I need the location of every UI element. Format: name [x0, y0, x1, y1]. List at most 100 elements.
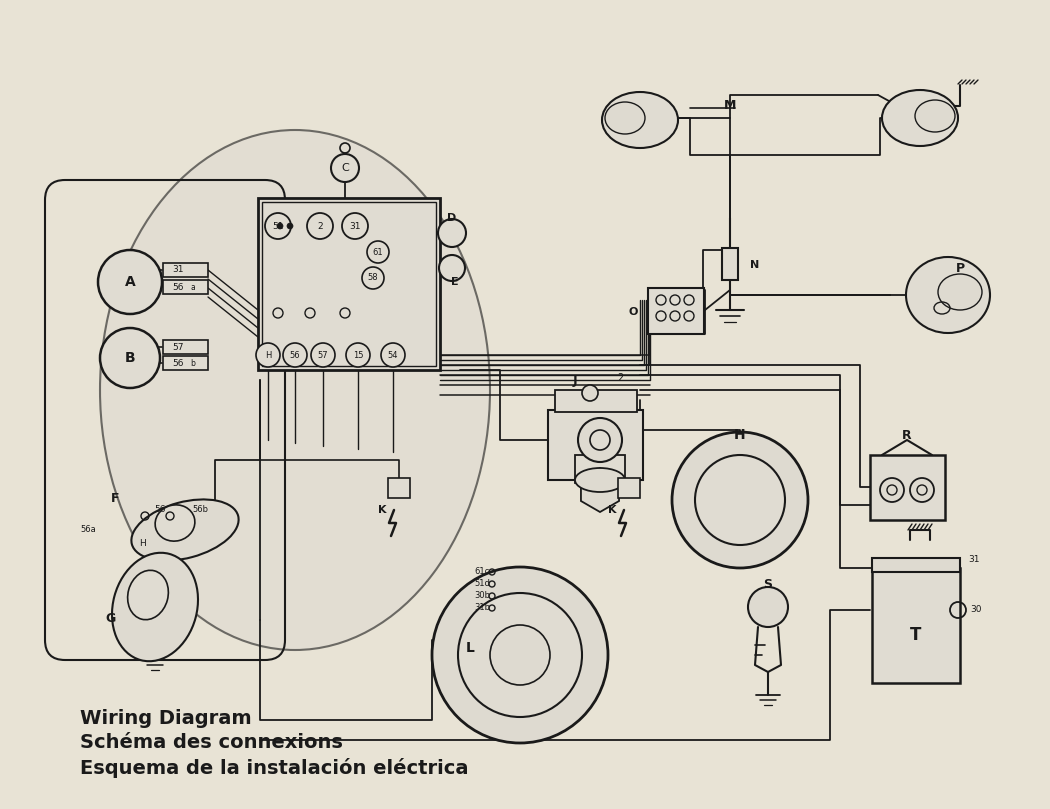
- Text: 56: 56: [172, 358, 184, 367]
- Circle shape: [439, 255, 465, 281]
- Bar: [575, 455, 625, 483]
- Circle shape: [368, 241, 388, 263]
- Ellipse shape: [605, 102, 645, 134]
- Bar: [258, 198, 440, 370]
- Ellipse shape: [882, 90, 958, 146]
- Ellipse shape: [906, 257, 990, 333]
- Text: 30b: 30b: [474, 591, 490, 600]
- Ellipse shape: [602, 92, 678, 148]
- Text: 56: 56: [154, 506, 166, 515]
- Text: 54: 54: [387, 350, 398, 359]
- Ellipse shape: [100, 130, 490, 650]
- Text: 56: 56: [290, 350, 300, 359]
- Text: 31: 31: [968, 556, 980, 565]
- Bar: [548, 410, 643, 480]
- Ellipse shape: [128, 570, 168, 620]
- Circle shape: [458, 593, 582, 717]
- Text: 31: 31: [350, 222, 361, 231]
- Text: A: A: [125, 275, 135, 289]
- Text: 2: 2: [617, 373, 623, 383]
- Text: 61c: 61c: [475, 567, 490, 577]
- Circle shape: [287, 223, 293, 229]
- Circle shape: [307, 213, 333, 239]
- Circle shape: [277, 223, 284, 229]
- Circle shape: [311, 343, 335, 367]
- Circle shape: [880, 478, 904, 502]
- Text: 56: 56: [172, 282, 184, 291]
- Ellipse shape: [938, 274, 982, 310]
- Text: 57: 57: [172, 342, 184, 351]
- Text: K: K: [608, 505, 616, 515]
- Text: Esquema de la instalación eléctrica: Esquema de la instalación eléctrica: [80, 758, 468, 778]
- Text: H: H: [140, 539, 146, 548]
- Text: P: P: [956, 261, 965, 274]
- Ellipse shape: [155, 505, 195, 541]
- Bar: [870, 455, 945, 520]
- Text: 56b: 56b: [192, 506, 208, 515]
- Text: C: C: [341, 163, 349, 173]
- Ellipse shape: [112, 553, 198, 661]
- Text: 56a: 56a: [80, 526, 96, 535]
- Circle shape: [695, 455, 785, 545]
- Text: 57: 57: [318, 350, 329, 359]
- Bar: [262, 202, 436, 366]
- Text: Schéma des connexions: Schéma des connexions: [80, 734, 343, 752]
- Text: N: N: [751, 260, 759, 270]
- Bar: [872, 558, 960, 572]
- Circle shape: [490, 625, 550, 685]
- Circle shape: [578, 418, 622, 462]
- Bar: [388, 478, 410, 498]
- Circle shape: [342, 213, 368, 239]
- Text: K: K: [378, 505, 386, 515]
- Ellipse shape: [575, 468, 625, 492]
- Circle shape: [284, 343, 307, 367]
- Bar: [163, 280, 208, 294]
- Bar: [163, 263, 208, 277]
- Text: O: O: [628, 307, 637, 317]
- Text: 2: 2: [317, 222, 322, 231]
- Circle shape: [672, 432, 808, 568]
- Text: 51: 51: [272, 222, 284, 231]
- Bar: [163, 340, 208, 354]
- Text: L: L: [465, 641, 475, 655]
- Text: 31: 31: [172, 265, 184, 274]
- Circle shape: [381, 343, 405, 367]
- Text: a: a: [191, 282, 195, 291]
- Bar: [163, 356, 208, 370]
- Text: b: b: [190, 358, 195, 367]
- Text: R: R: [902, 429, 911, 442]
- Circle shape: [748, 587, 788, 627]
- Text: 61: 61: [373, 248, 383, 256]
- Ellipse shape: [131, 499, 238, 561]
- Text: 30: 30: [970, 605, 982, 615]
- Text: 58: 58: [368, 273, 378, 282]
- Circle shape: [346, 343, 370, 367]
- Circle shape: [582, 385, 598, 401]
- Circle shape: [331, 154, 359, 182]
- Bar: [872, 568, 960, 683]
- Circle shape: [256, 343, 280, 367]
- Text: J: J: [572, 374, 578, 387]
- Text: D: D: [447, 213, 457, 223]
- Circle shape: [432, 567, 608, 743]
- Text: 51d: 51d: [475, 579, 490, 588]
- Text: H: H: [734, 428, 745, 442]
- Text: F: F: [110, 492, 120, 505]
- Text: 15: 15: [353, 350, 363, 359]
- Bar: [555, 390, 637, 412]
- Ellipse shape: [915, 100, 956, 132]
- Text: S: S: [763, 578, 773, 591]
- Circle shape: [438, 219, 466, 247]
- Bar: [648, 288, 704, 334]
- Text: B: B: [125, 351, 135, 365]
- Text: G: G: [105, 612, 116, 625]
- Circle shape: [98, 250, 162, 314]
- Text: E: E: [452, 277, 459, 287]
- Text: 31b: 31b: [474, 604, 490, 612]
- Bar: [722, 248, 738, 280]
- Text: T: T: [910, 626, 922, 644]
- Circle shape: [590, 430, 610, 450]
- Text: M: M: [723, 99, 736, 112]
- Circle shape: [362, 267, 384, 289]
- Circle shape: [100, 328, 160, 388]
